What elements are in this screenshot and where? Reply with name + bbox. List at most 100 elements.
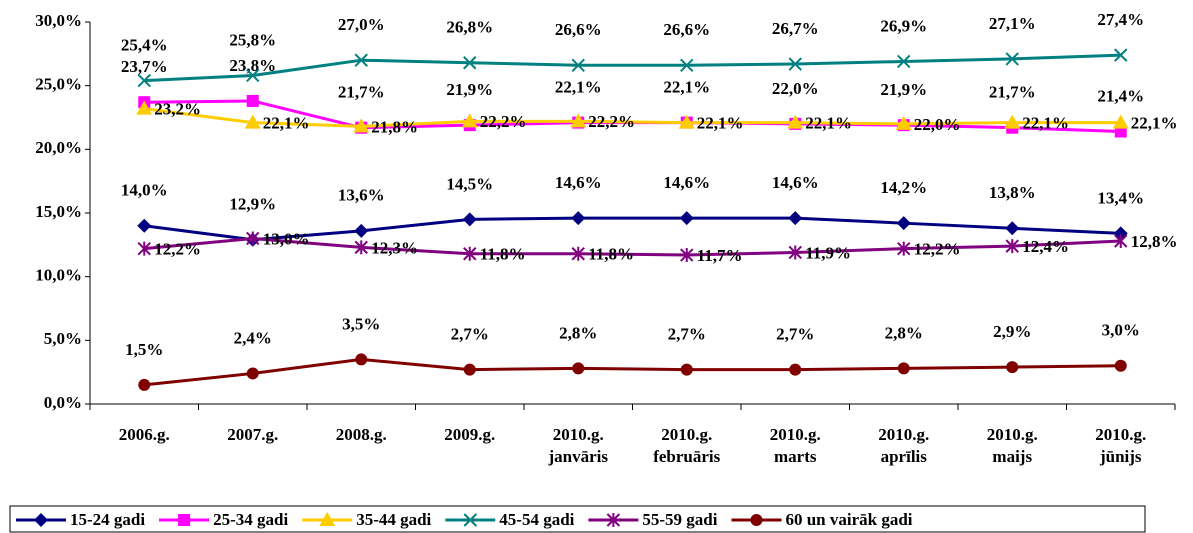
x-tick-label: 2007.g.	[227, 425, 278, 444]
marker	[137, 241, 151, 256]
marker	[680, 363, 693, 376]
marker	[138, 378, 151, 391]
y-tick-label: 30,0%	[35, 11, 82, 30]
marker	[750, 514, 763, 526]
data-label: 12,3%	[371, 238, 418, 257]
data-label: 22,0%	[772, 79, 819, 98]
series-line	[144, 216, 1121, 242]
data-label: 21,7%	[338, 83, 385, 102]
marker	[606, 513, 621, 527]
data-label: 23,7%	[121, 57, 168, 76]
data-label: 23,2%	[154, 99, 201, 118]
marker	[1004, 114, 1021, 129]
data-label: 13,4%	[1097, 188, 1144, 207]
series-line	[144, 107, 1121, 128]
marker	[137, 73, 151, 88]
data-label: 22,2%	[480, 112, 527, 131]
data-label: 22,1%	[805, 113, 852, 132]
marker	[1114, 234, 1128, 249]
data-label: 14,2%	[880, 178, 927, 197]
data-label: 14,0%	[121, 181, 168, 200]
data-label: 27,4%	[1097, 10, 1144, 29]
data-label: 12,9%	[229, 195, 276, 214]
data-label: 14,5%	[446, 174, 493, 193]
marker	[461, 113, 478, 128]
data-label: 26,7%	[772, 19, 819, 38]
x-tick-label: februāris	[653, 447, 720, 466]
marker	[787, 114, 804, 129]
data-label: 2,8%	[559, 323, 597, 342]
data-label: 3,0%	[1102, 321, 1140, 340]
data-label: 2,4%	[234, 328, 272, 347]
data-label: 22,1%	[1022, 113, 1069, 132]
data-label: 12,8%	[1131, 232, 1178, 251]
marker	[570, 113, 587, 128]
data-label: 2,7%	[668, 325, 706, 344]
x-tick-label: 2006.g.	[119, 425, 170, 444]
data-label: 11,8%	[588, 245, 634, 264]
marker	[246, 231, 260, 246]
y-tick-label: 20,0%	[35, 138, 82, 157]
marker	[355, 353, 368, 366]
marker	[353, 118, 370, 133]
y-tick-label: 25,0%	[35, 75, 82, 94]
data-label: 11,7%	[697, 246, 743, 265]
data-label: 13,6%	[338, 186, 385, 205]
marker	[34, 513, 48, 527]
marker	[680, 248, 694, 263]
data-label: 13,8%	[989, 183, 1036, 202]
legend-label: 15-24 gadi	[70, 510, 145, 529]
marker	[571, 246, 585, 261]
x-tick-label: 2010.g.	[553, 425, 604, 444]
marker	[788, 57, 802, 71]
data-label: 22,1%	[263, 113, 310, 132]
marker	[1114, 359, 1127, 372]
data-label: 22,2%	[588, 112, 635, 131]
marker	[462, 212, 477, 227]
marker	[136, 100, 153, 115]
data-label: 22,1%	[663, 77, 710, 96]
marker	[246, 367, 259, 380]
series-line	[144, 357, 1121, 387]
data-label: 26,6%	[555, 20, 602, 39]
marker	[246, 94, 259, 107]
marker	[354, 223, 369, 238]
data-label: 11,8%	[480, 245, 526, 264]
x-tick-label: janvāris	[548, 447, 609, 466]
series-line	[144, 236, 1121, 257]
marker	[1006, 361, 1019, 374]
data-label: 21,4%	[1097, 86, 1144, 105]
data-label: 22,0%	[914, 115, 961, 134]
data-label: 13,0%	[263, 229, 310, 248]
data-label: 22,1%	[697, 113, 744, 132]
x-tick-label: 2010.g.	[1095, 425, 1146, 444]
data-label: 25,4%	[121, 35, 168, 54]
marker	[571, 58, 585, 73]
marker	[463, 56, 477, 70]
y-tick-label: 15,0%	[35, 202, 82, 221]
marker	[244, 114, 261, 129]
data-label: 2,9%	[993, 322, 1031, 341]
data-label: 22,1%	[555, 77, 602, 96]
x-tick-label: jūnijs	[1099, 447, 1142, 466]
data-label: 2,7%	[776, 325, 814, 344]
data-label: 11,9%	[805, 243, 851, 262]
marker	[354, 53, 368, 67]
marker	[1005, 221, 1020, 236]
data-label: 25,8%	[229, 30, 276, 49]
series-line	[144, 53, 1121, 83]
legend-label: 35-44 gadi	[356, 510, 431, 529]
data-label: 3,5%	[342, 314, 380, 333]
data-label: 21,8%	[371, 117, 418, 136]
data-label: 21,9%	[880, 80, 927, 99]
marker	[679, 211, 694, 226]
legend: 15-24 gadi 25-34 gadi 35-44 gadi 45-54 gadi…	[9, 505, 1146, 533]
data-label: 21,9%	[446, 80, 493, 99]
legend-label: 25-34 gadi	[213, 510, 288, 529]
marker	[897, 362, 910, 375]
marker	[680, 58, 694, 73]
data-label: 26,8%	[446, 18, 493, 37]
x-tick-label: 2010.g.	[987, 425, 1038, 444]
x-tick-label: marts	[774, 447, 817, 466]
